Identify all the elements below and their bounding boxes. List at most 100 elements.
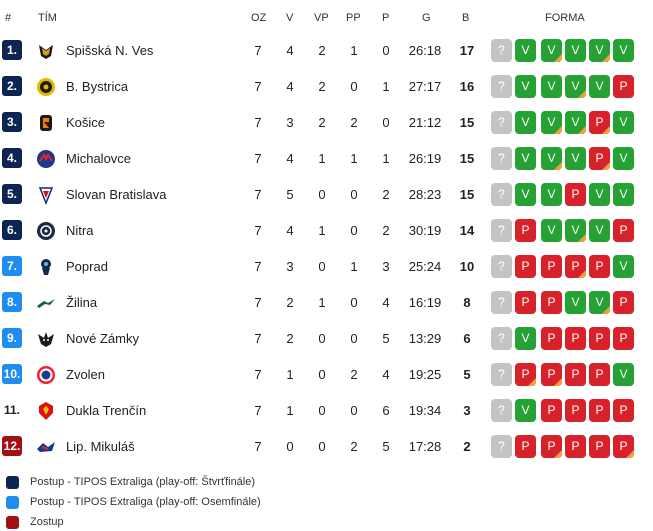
form-loss[interactable]: P <box>565 183 586 206</box>
form-win[interactable]: V <box>541 183 562 206</box>
form-next-match[interactable]: ? <box>491 327 512 350</box>
form-win[interactable]: V <box>541 219 562 242</box>
table-row[interactable]: 10. Zvolen 7 1 0 2 4 19:25 5? P P P P V <box>0 357 653 393</box>
form-next-match[interactable]: ? <box>491 363 512 386</box>
form-win[interactable]: V <box>541 111 562 134</box>
form-next-match[interactable]: ? <box>491 39 512 62</box>
form-loss[interactable]: P <box>515 219 536 242</box>
team-name[interactable]: Dukla Trenčín <box>66 403 147 418</box>
form-next-match[interactable]: ? <box>491 75 512 98</box>
table-row[interactable]: 11. Dukla Trenčín 7 1 0 0 6 19:34 3? V P P P P <box>0 393 653 429</box>
form-loss[interactable]: P <box>541 255 562 278</box>
table-row[interactable]: 8. Žilina 7 2 1 0 4 16:19 8? P P V V P <box>0 285 653 321</box>
form-win[interactable]: V <box>613 183 634 206</box>
form-win[interactable]: V <box>589 291 610 314</box>
form-loss[interactable]: P <box>613 291 634 314</box>
form-loss[interactable]: P <box>515 435 536 458</box>
team-name[interactable]: Zvolen <box>66 367 106 382</box>
form-loss[interactable]: P <box>515 255 536 278</box>
form-win[interactable]: V <box>565 219 586 242</box>
form-win[interactable]: V <box>565 111 586 134</box>
form-win[interactable]: V <box>515 39 536 62</box>
form-loss[interactable]: P <box>541 399 562 422</box>
form-loss[interactable]: P <box>589 435 610 458</box>
form-loss[interactable]: P <box>613 219 634 242</box>
form-next-match[interactable]: ? <box>491 111 512 134</box>
form-loss[interactable]: P <box>565 255 586 278</box>
table-row[interactable]: 7. Poprad 7 3 0 1 3 25:24 10? P P P P V <box>0 249 653 285</box>
team-name[interactable]: Nové Zámky <box>66 331 139 346</box>
table-row[interactable]: 12. Lip. Mikuláš 7 0 0 2 5 17:28 2? P P P P P <box>0 429 653 465</box>
form-next-match[interactable]: ? <box>491 219 512 242</box>
form-win[interactable]: V <box>515 327 536 350</box>
form-win[interactable]: V <box>589 39 610 62</box>
form-loss[interactable]: P <box>589 399 610 422</box>
form-loss[interactable]: P <box>541 327 562 350</box>
oz-header[interactable]: OZ <box>251 12 267 24</box>
form-win[interactable]: V <box>541 75 562 98</box>
table-row[interactable]: 2. B. Bystrica 7 4 2 0 1 27:17 16? V V V V P <box>0 69 653 105</box>
form-win[interactable]: V <box>515 183 536 206</box>
form-win[interactable]: V <box>565 291 586 314</box>
form-loss[interactable]: P <box>589 147 610 170</box>
form-win[interactable]: V <box>589 183 610 206</box>
form-win[interactable]: V <box>565 75 586 98</box>
form-win[interactable]: V <box>515 111 536 134</box>
form-loss[interactable]: P <box>541 291 562 314</box>
form-loss[interactable]: P <box>589 363 610 386</box>
p-header[interactable]: P <box>382 12 390 24</box>
form-loss[interactable]: P <box>613 399 634 422</box>
form-next-match[interactable]: ? <box>491 435 512 458</box>
table-row[interactable]: 4. Michalovce 7 4 1 1 1 26:19 15? V V V P V <box>0 141 653 177</box>
form-loss[interactable]: P <box>613 435 634 458</box>
table-row[interactable]: 1. Spišská N. Ves 7 4 2 1 0 26:18 17? V V V V V <box>0 33 653 69</box>
form-loss[interactable]: P <box>565 435 586 458</box>
form-win[interactable]: V <box>565 147 586 170</box>
table-row[interactable]: 3. Košice 7 3 2 2 0 21:12 15? V V V P V <box>0 105 653 141</box>
form-loss[interactable]: P <box>541 435 562 458</box>
form-loss[interactable]: P <box>541 363 562 386</box>
form-loss[interactable]: P <box>565 399 586 422</box>
g-header[interactable]: G <box>422 12 431 24</box>
form-win[interactable]: V <box>515 147 536 170</box>
team-name[interactable]: Košice <box>66 115 106 130</box>
table-row[interactable]: 5. Slovan Bratislava 7 5 0 0 2 28:23 15? V V P V V <box>0 177 653 213</box>
form-win[interactable]: V <box>589 75 610 98</box>
form-win[interactable]: V <box>613 363 634 386</box>
form-loss[interactable]: P <box>515 363 536 386</box>
form-win[interactable]: V <box>613 111 634 134</box>
form-loss[interactable]: P <box>613 75 634 98</box>
team-name[interactable]: Spišská N. Ves <box>66 43 154 58</box>
form-win[interactable]: V <box>541 39 562 62</box>
form-win[interactable]: V <box>589 219 610 242</box>
b-header[interactable]: B <box>462 12 470 24</box>
form-next-match[interactable]: ? <box>491 183 512 206</box>
pp-header[interactable]: PP <box>346 12 361 24</box>
team-name[interactable]: Michalovce <box>66 151 132 166</box>
team-name[interactable]: Nitra <box>66 223 94 238</box>
form-win[interactable]: V <box>613 147 634 170</box>
team-name[interactable]: B. Bystrica <box>66 79 129 94</box>
table-row[interactable]: 9. Nové Zámky 7 2 0 0 5 13:29 6? V P P P P <box>0 321 653 357</box>
v-header[interactable]: V <box>286 12 294 24</box>
team-name[interactable]: Lip. Mikuláš <box>66 439 135 454</box>
team-header[interactable]: TÍM <box>38 12 57 24</box>
form-win[interactable]: V <box>613 39 634 62</box>
form-loss[interactable]: P <box>515 291 536 314</box>
vp-header[interactable]: VP <box>314 12 329 24</box>
form-loss[interactable]: P <box>589 111 610 134</box>
form-loss[interactable]: P <box>589 255 610 278</box>
team-name[interactable]: Žilina <box>66 295 98 310</box>
form-next-match[interactable]: ? <box>491 399 512 422</box>
form-win[interactable]: V <box>515 75 536 98</box>
form-loss[interactable]: P <box>565 327 586 350</box>
form-win[interactable]: V <box>565 39 586 62</box>
form-win[interactable]: V <box>541 147 562 170</box>
form-loss[interactable]: P <box>565 363 586 386</box>
table-row[interactable]: 6. Nitra 7 4 1 0 2 30:19 14? P V V V P <box>0 213 653 249</box>
form-loss[interactable]: P <box>613 327 634 350</box>
team-name[interactable]: Poprad <box>66 259 108 274</box>
form-win[interactable]: V <box>613 255 634 278</box>
team-name[interactable]: Slovan Bratislava <box>66 187 167 202</box>
form-loss[interactable]: P <box>589 327 610 350</box>
